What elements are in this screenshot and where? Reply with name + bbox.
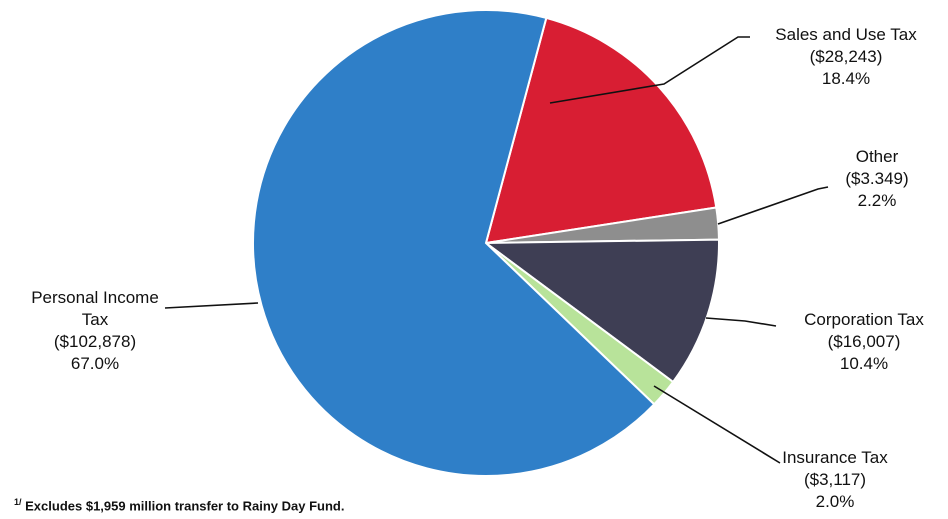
slice-sales-and-use-tax	[484, 16, 718, 245]
footnote: 1/ Excludes $1,959 million transfer to R…	[14, 497, 344, 513]
footnote-marker: 1/	[14, 497, 22, 507]
leader-lines	[164, 36, 829, 464]
label-insurance-tax: Insurance Tax ($3,117) 2.0%	[782, 448, 888, 511]
label-sales-and-use-tax: Sales and Use Tax ($28,243) 18.4%	[775, 25, 917, 88]
label-personal-income-tax: Personal Income Tax ($102,878) 67.0%	[31, 288, 159, 373]
leader-line-personal-income-tax	[164, 302, 259, 309]
slice-corporation-tax	[483, 238, 720, 384]
pie-slices	[251, 9, 720, 478]
footnote-text: Excludes $1,959 million transfer to Rain…	[25, 498, 345, 514]
leader-line-insurance-tax	[653, 385, 781, 464]
label-corporation-tax: Corporation Tax ($16,007) 10.4%	[804, 310, 924, 373]
label-other: Other ($3.349) 2.2%	[845, 147, 908, 210]
leader-line-sales-and-use-tax	[549, 36, 750, 104]
slice-personal-income-tax	[251, 9, 656, 478]
slice-labels: Sales and Use Tax ($28,243) 18.4% Other ($3.…	[31, 25, 924, 511]
leader-line-other	[717, 186, 829, 225]
leader-line-corporation-tax	[705, 317, 777, 327]
